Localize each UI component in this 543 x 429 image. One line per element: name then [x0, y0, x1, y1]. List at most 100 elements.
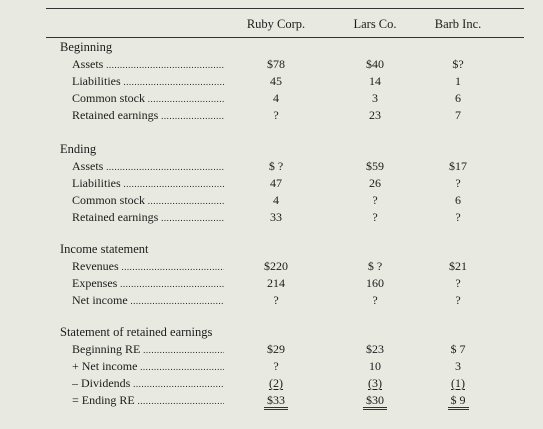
value-cell: $ 9 [428, 392, 488, 410]
leader-dots: ........................................… [137, 396, 224, 406]
value-text: $40 [366, 57, 384, 71]
row-label-text: – Dividends [72, 376, 131, 390]
value-text: 3 [455, 359, 461, 373]
row-label: Expenses ...............................… [72, 275, 224, 292]
row-label-text: Common stock [72, 193, 146, 207]
row-label-text: Expenses [72, 276, 118, 290]
leader-dots: ........................................… [143, 345, 224, 355]
value-cell: $ ? [345, 258, 405, 274]
row-label-text: Beginning RE [72, 342, 141, 356]
value-cell: $29 [246, 341, 306, 357]
value-cell: 6 [428, 192, 488, 208]
leader-dots: ........................................… [161, 213, 224, 223]
row-label-text: Retained earnings [72, 210, 159, 224]
row-label: Liabilities ............................… [72, 73, 224, 90]
value-cell: ? [345, 192, 405, 208]
value-cell: 214 [246, 275, 306, 291]
top-rule [46, 8, 524, 9]
value-cell: ? [345, 209, 405, 225]
value-cell: $220 [246, 258, 306, 274]
leader-dots: ........................................… [147, 94, 224, 104]
leader-dots: ........................................… [106, 162, 224, 172]
value-cell: $? [428, 56, 488, 72]
value-cell: $23 [345, 341, 405, 357]
value-cell: ? [246, 292, 306, 308]
value-cell: (3) [345, 375, 405, 391]
leader-dots: ........................................… [147, 196, 224, 206]
column-header-ruby-corp: Ruby Corp. [246, 17, 306, 31]
row-label: Retained earnings ......................… [72, 209, 224, 226]
value-cell: 4 [246, 192, 306, 208]
leader-dots: ........................................… [106, 60, 224, 70]
section-title: Income statement [60, 242, 149, 256]
value-text: $59 [366, 159, 384, 173]
value-text: $23 [366, 342, 384, 356]
value-text: 26 [369, 176, 381, 190]
value-text: 47 [270, 176, 282, 190]
value-cell: 23 [345, 107, 405, 123]
leader-dots: ........................................… [161, 111, 224, 121]
value-text: $ 7 [450, 342, 466, 356]
row-label: Assets .................................… [72, 158, 224, 175]
value-text: 10 [369, 359, 381, 373]
value-cell: 4 [246, 90, 306, 106]
leader-dots: ........................................… [120, 279, 224, 289]
value-cell: 14 [345, 73, 405, 89]
row-label: = Ending RE ............................… [72, 392, 224, 409]
value-cell: ? [428, 275, 488, 291]
value-text: 6 [455, 91, 461, 105]
value-cell: $40 [345, 56, 405, 72]
value-text: (1) [451, 376, 465, 390]
row-label: Revenues ...............................… [72, 258, 224, 275]
value-cell: 10 [345, 358, 405, 374]
value-cell: ? [345, 292, 405, 308]
value-cell: 47 [246, 175, 306, 191]
row-label-text: Liabilities [72, 74, 121, 88]
leader-dots: ........................................… [140, 362, 224, 372]
value-text: $220 [264, 259, 288, 273]
value-text: ? [273, 293, 279, 307]
value-text: $ 9 [447, 393, 469, 410]
row-label-text: Assets [72, 159, 104, 173]
value-text: $78 [267, 57, 285, 71]
leader-dots: ........................................… [121, 262, 224, 272]
row-label: + Net income ...........................… [72, 358, 224, 375]
value-cell: ? [428, 175, 488, 191]
value-cell: $59 [345, 158, 405, 174]
value-cell: 33 [246, 209, 306, 225]
section-title: Statement of retained earnings [60, 325, 213, 339]
value-text: 14 [369, 74, 381, 88]
row-label: Retained earnings ......................… [72, 107, 224, 124]
value-cell: $ 7 [428, 341, 488, 357]
leader-dots: ........................................… [123, 77, 224, 87]
value-cell: ? [428, 209, 488, 225]
row-label: Assets .................................… [72, 56, 224, 73]
value-cell: (1) [428, 375, 488, 391]
value-cell: 7 [428, 107, 488, 123]
value-cell: 45 [246, 73, 306, 89]
value-text: ? [273, 108, 279, 122]
value-cell: $30 [345, 392, 405, 410]
value-cell: $33 [246, 392, 306, 410]
value-text: 3 [372, 91, 378, 105]
value-cell: 6 [428, 90, 488, 106]
value-text: $17 [449, 159, 467, 173]
value-cell: $78 [246, 56, 306, 72]
value-text: 23 [369, 108, 381, 122]
value-text: ? [273, 359, 279, 373]
value-text: 45 [270, 74, 282, 88]
value-text: ? [372, 193, 378, 207]
row-label: – Dividends ............................… [72, 375, 224, 392]
value-text: 7 [455, 108, 461, 122]
value-text: ? [455, 210, 461, 224]
value-cell: $21 [428, 258, 488, 274]
value-cell: 160 [345, 275, 405, 291]
value-text: ? [455, 276, 461, 290]
value-cell: 3 [428, 358, 488, 374]
value-cell: 1 [428, 73, 488, 89]
value-cell: 3 [345, 90, 405, 106]
value-text: 6 [455, 193, 461, 207]
value-cell: (2) [246, 375, 306, 391]
value-text: (3) [368, 376, 382, 390]
